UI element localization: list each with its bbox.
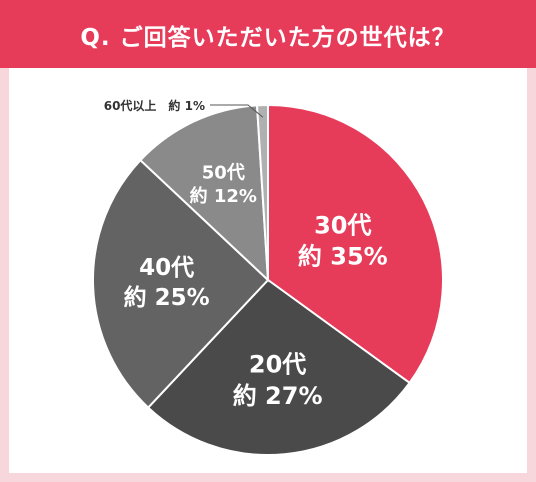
slice-value-label-1: 約 35% — [298, 243, 388, 271]
question-header: Q. ご回答いただいた方の世代は？ — [0, 0, 536, 68]
pie-slice-5 — [255, 103, 269, 281]
leader-line — [210, 104, 264, 118]
pie-slices — [91, 103, 444, 457]
pie-slice-1 — [267, 103, 444, 385]
slice-value-label-2: 約 27% — [233, 382, 323, 410]
slice-name-label-3: 40代 — [139, 255, 194, 281]
slice-name-label-2: 20代 — [249, 351, 306, 379]
slice-name-label-1: 30代 — [314, 212, 371, 240]
slice-value-label-4: 約 12% — [190, 185, 257, 207]
slice-value-label-3: 約 25% — [124, 284, 210, 311]
slice-name-label-4: 50代 — [202, 163, 245, 184]
pie-slice-3 — [91, 158, 270, 409]
pie-slice-2 — [146, 278, 411, 457]
question-title: Q. ご回答いただいた方の世代は？ — [80, 25, 456, 51]
slice-outside-label-5: 60代以上 約 1% — [104, 98, 205, 113]
